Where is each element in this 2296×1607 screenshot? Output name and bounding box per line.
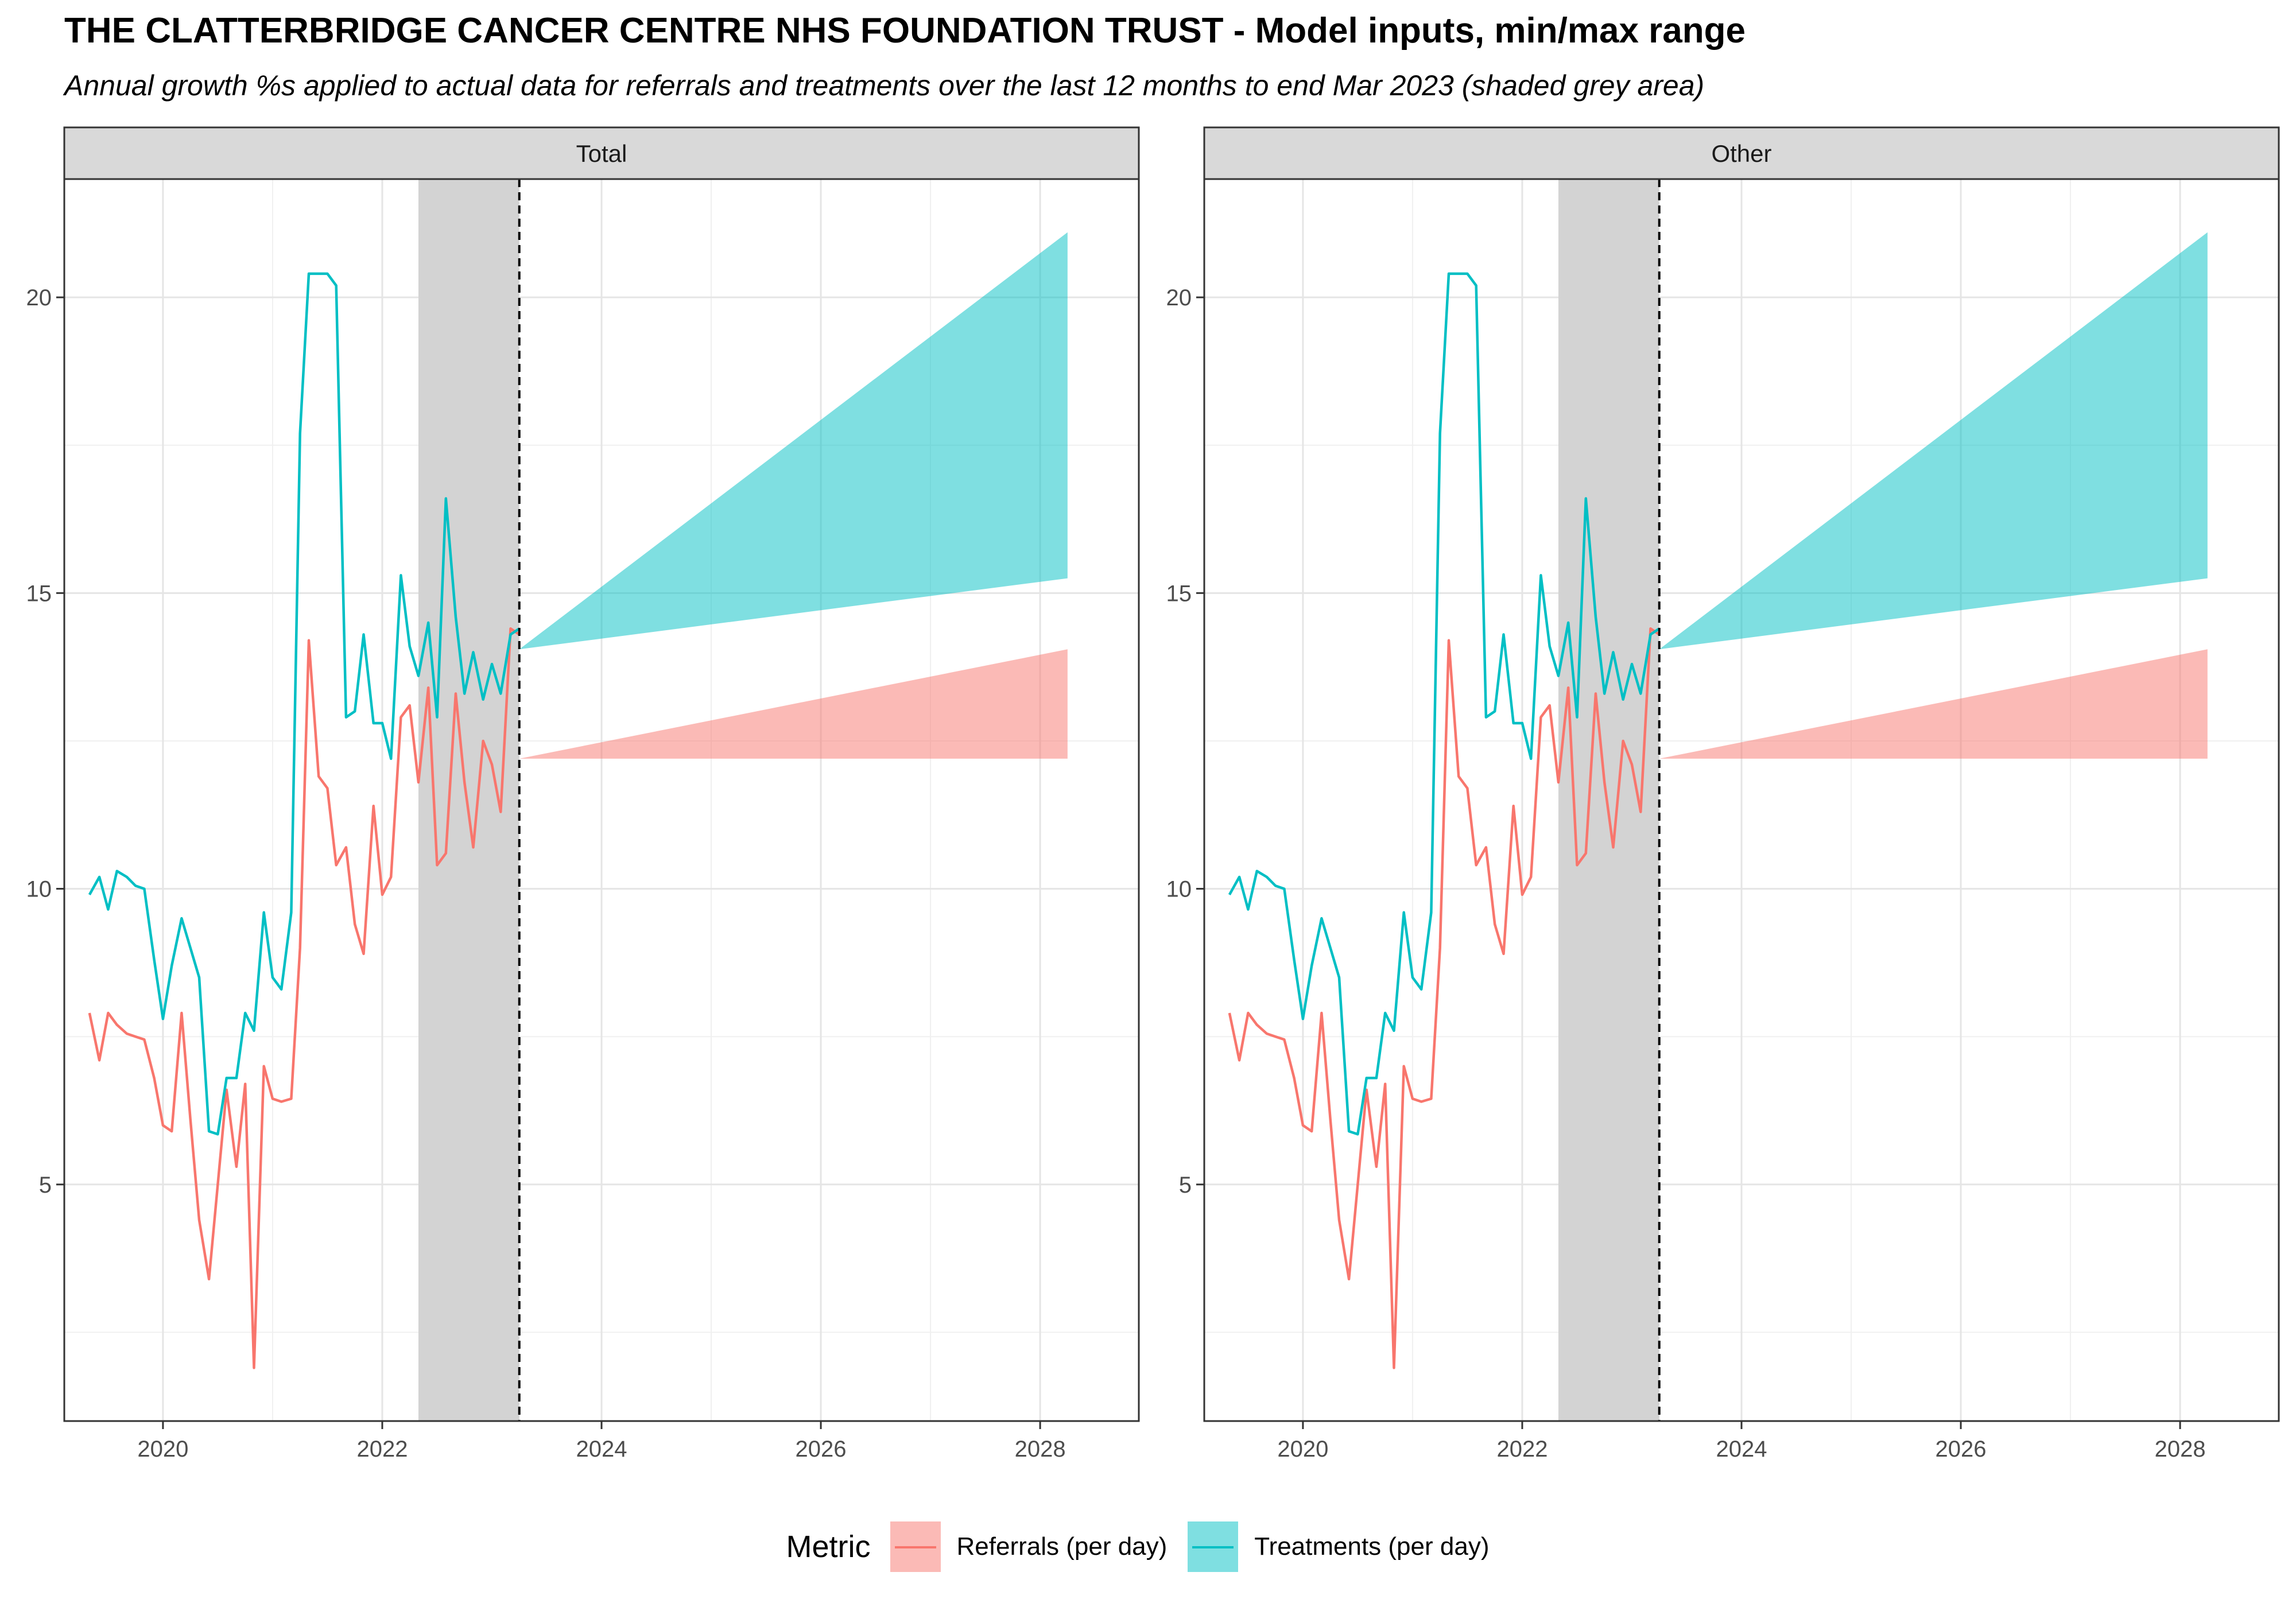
- y-tick-label: 10: [26, 877, 52, 902]
- legend-title: Metric: [786, 1530, 871, 1564]
- x-tick-label: 2028: [2155, 1437, 2206, 1462]
- range-area-referrals: [1659, 649, 2208, 759]
- x-tick-label: 2024: [1716, 1437, 1767, 1462]
- legend-label-referrals: Referrals (per day): [956, 1532, 1168, 1561]
- x-tick-label: 2026: [796, 1437, 847, 1462]
- series-line-referrals: [88, 627, 520, 1369]
- series-line-treatments: [1228, 272, 1660, 1136]
- facet-label-other: Other: [1711, 140, 1771, 167]
- facet-label-total: Total: [576, 140, 627, 167]
- chart-title: THE CLATTERBRIDGE CANCER CENTRE NHS FOUN…: [64, 11, 1746, 51]
- x-tick-label: 2026: [1936, 1437, 1987, 1462]
- y-tick-label: 20: [26, 285, 52, 310]
- range-area-treatments: [519, 232, 1068, 650]
- x-tick-label: 2022: [1496, 1437, 1548, 1462]
- facet-panel-other: Other 2020 2022 2024 2026 2028 5 10 15 20: [1166, 126, 2280, 1462]
- y-tick-label: 5: [1179, 1173, 1192, 1198]
- facet-panel-total: Total 2020 2022 2024 2026 2028 5 10 15 20: [26, 126, 1140, 1462]
- range-area-referrals: [519, 649, 1068, 759]
- x-tick-label: 2020: [1277, 1437, 1328, 1462]
- series-line-referrals: [1228, 627, 1660, 1369]
- y-tick-label: 5: [39, 1173, 52, 1198]
- y-tick-label: 15: [1166, 581, 1192, 606]
- series-line-treatments: [88, 272, 520, 1136]
- x-tick-label: 2024: [576, 1437, 627, 1462]
- legend-item-treatments: Treatments (per day): [1188, 1521, 1489, 1572]
- x-tick-label: 2028: [1015, 1437, 1066, 1462]
- legend-key-referrals: [890, 1521, 941, 1572]
- chart-subtitle: Annual growth %s applied to actual data …: [64, 69, 1705, 102]
- y-tick-label: 10: [1166, 877, 1192, 902]
- y-tick-label: 20: [1166, 285, 1192, 310]
- legend: Metric Referrals (per day) Treatments (p…: [0, 1518, 2296, 1575]
- legend-key-treatments: [1188, 1521, 1239, 1572]
- y-tick-label: 15: [26, 581, 52, 606]
- legend-item-referrals: Referrals (per day): [890, 1521, 1168, 1572]
- x-tick-label: 2020: [137, 1437, 188, 1462]
- x-tick-label: 2022: [356, 1437, 408, 1462]
- range-area-treatments: [1659, 232, 2208, 650]
- facet-strip: [63, 126, 1140, 180]
- legend-label-treatments: Treatments (per day): [1254, 1532, 1490, 1561]
- facet-strip: [1203, 126, 2280, 180]
